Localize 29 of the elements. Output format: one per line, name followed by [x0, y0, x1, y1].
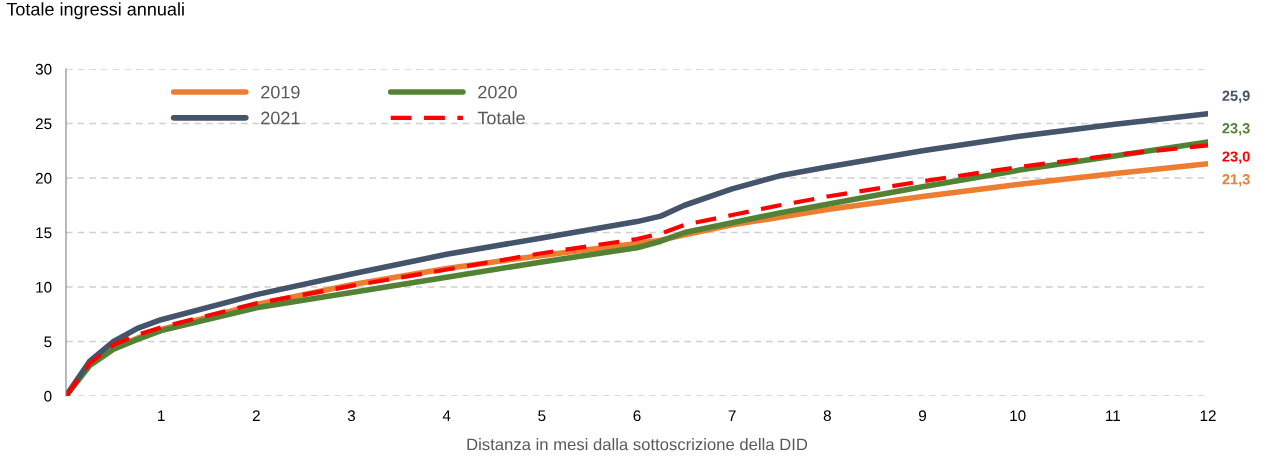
legend-label: Totale [477, 111, 525, 125]
data-label: 23,3 [1222, 123, 1250, 136]
chart-title: Totale ingressi annuali [6, 2, 184, 20]
y-tick-label: 20 [35, 172, 52, 184]
legend-label: 2020 [478, 85, 517, 99]
x-tick-label: 11 [1106, 410, 1121, 421]
x-tick-label: 1 [158, 410, 165, 421]
y-tick-label: 5 [44, 336, 52, 348]
x-tick-label: 7 [728, 410, 736, 421]
y-tick-label: 10 [36, 281, 52, 293]
x-tick-label: 10 [1010, 410, 1026, 422]
x-tick-label: 3 [347, 410, 356, 422]
x-tick-label: 12 [1200, 410, 1216, 421]
x-tick-label: 9 [918, 410, 927, 422]
x-tick-label: 6 [633, 410, 641, 422]
legend-label: 2019 [261, 85, 300, 99]
x-tick-label: 8 [823, 410, 831, 422]
legend-label: 2021 [261, 111, 300, 125]
y-tick-label: 0 [44, 390, 52, 402]
x-tick-label: 4 [442, 410, 451, 421]
x-tick-label: 5 [538, 410, 546, 422]
y-tick-label: 15 [36, 227, 52, 239]
y-tick-label: 30 [35, 63, 52, 75]
data-label: 21,3 [1222, 174, 1250, 187]
x-axis-title: Distanza in mesi dalla sottoscrizione della DID [467, 438, 808, 451]
data-label: 23,0 [1222, 151, 1250, 164]
x-tick-label: 2 [252, 410, 260, 421]
y-tick-label: 25 [35, 118, 52, 130]
data-label: 25,9 [1222, 90, 1250, 104]
